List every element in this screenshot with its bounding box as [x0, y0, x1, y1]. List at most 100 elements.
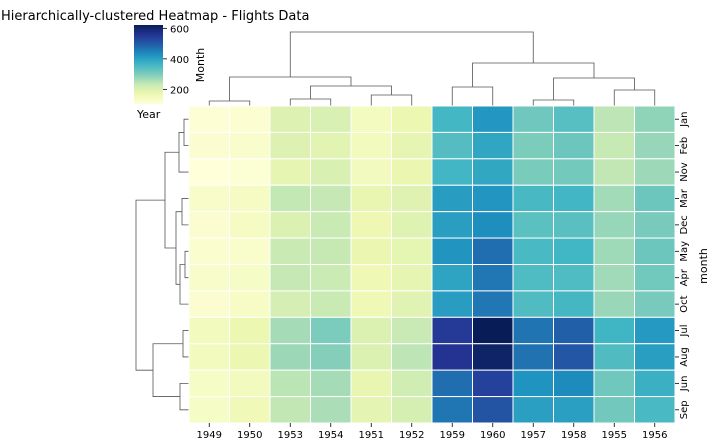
column-label-1950: 1950 [237, 430, 262, 441]
row-label-oct: Oct [679, 295, 690, 312]
row-dendrogram-link [179, 382, 189, 411]
column-label-1951: 1951 [359, 430, 384, 441]
heatmap-cell-jun-1953 [269, 369, 311, 398]
heatmap-cell-oct-1949 [188, 290, 230, 318]
heatmap-cell-jan-1958 [553, 105, 595, 133]
heatmap-cell-dec-1953 [269, 211, 311, 239]
row-label-mar: Mar [679, 188, 690, 208]
heatmap-cell-may-1950 [229, 237, 271, 265]
row-dendrogram-link [175, 211, 182, 285]
row-dendrogram-link [135, 199, 165, 371]
heatmap-cell-aug-1955 [593, 343, 635, 371]
heatmap-cell-sep-1957 [512, 396, 554, 424]
heatmap-cell-feb-1960 [472, 131, 514, 160]
heatmap-cell-jan-1954 [310, 105, 352, 133]
heatmap-cell-nov-1957 [512, 158, 554, 186]
heatmap-cell-aug-1957 [512, 343, 554, 371]
heatmap-cell-feb-1959 [431, 131, 473, 160]
heatmap-cell-sep-1953 [269, 396, 311, 424]
heatmap-cell-may-1955 [593, 237, 635, 265]
heatmap-cell-apr-1958 [553, 264, 595, 292]
heatmap-cell-jun-1951 [350, 369, 392, 398]
column-label-1949: 1949 [197, 430, 222, 441]
colorbar-label: Month [194, 48, 207, 83]
heatmap-cell-oct-1953 [269, 290, 311, 318]
heatmap-cell-sep-1960 [472, 396, 514, 424]
column-label-1955: 1955 [602, 430, 627, 441]
heatmap-cell-may-1958 [553, 237, 595, 265]
column-dendrogram-link [289, 31, 534, 77]
heatmap-cell-apr-1959 [431, 264, 473, 292]
heatmap-cell-aug-1953 [269, 343, 311, 371]
heatmap-cell-nov-1958 [553, 158, 595, 186]
heatmap-cell-mar-1952 [391, 184, 433, 213]
row-dendrogram [135, 118, 189, 411]
heatmap-cell-apr-1949 [188, 264, 230, 292]
heatmap-cell-feb-1955 [593, 131, 635, 160]
heatmap-cell-feb-1951 [350, 131, 392, 160]
heatmap-cell-oct-1954 [310, 290, 352, 318]
row-dendrogram-link [179, 264, 189, 305]
heatmap-cell-mar-1951 [350, 184, 392, 213]
column-label-1952: 1952 [399, 430, 424, 441]
heatmap-cell-apr-1955 [593, 264, 635, 292]
heatmap-cell-dec-1951 [350, 211, 392, 239]
heatmap-cell-dec-1950 [229, 211, 271, 239]
heatmap-cells [188, 105, 676, 424]
heatmap-cell-dec-1960 [472, 211, 514, 239]
heatmap-cell-jul-1958 [553, 316, 595, 345]
heatmap-cell-jul-1952 [391, 316, 433, 345]
column-dendrogram-link [229, 76, 352, 101]
row-label-sep: Sep [679, 400, 690, 419]
column-labels: 1949 1950 1953 1954 1951 1952 1959 1960 1957 1958… [197, 423, 667, 441]
heatmap-cell-jul-1951 [350, 316, 392, 345]
heatmap-cell-nov-1960 [472, 158, 514, 186]
heatmap-cell-jan-1952 [391, 105, 433, 133]
heatmap-cell-nov-1951 [350, 158, 392, 186]
heatmap-cell-jan-1956 [634, 105, 676, 133]
heatmap-cell-oct-1952 [391, 290, 433, 318]
heatmap-cell-aug-1954 [310, 343, 352, 371]
row-label-apr: Apr [679, 268, 690, 286]
heatmap-cell-oct-1957 [512, 290, 554, 318]
column-dendrogram-link [370, 94, 413, 106]
chart-title: Hierarchically-clustered Heatmap - Fligh… [1, 9, 309, 24]
row-dendrogram-link [181, 198, 189, 226]
heatmap-cell-jan-1957 [512, 105, 554, 133]
heatmap-cell-mar-1950 [229, 184, 271, 213]
heatmap-cell-dec-1958 [553, 211, 595, 239]
heatmap-cell-mar-1949 [188, 184, 230, 213]
heatmap-cell-mar-1958 [553, 184, 595, 213]
column-dendrogram-link [553, 77, 635, 100]
heatmap-cell-jan-1959 [431, 105, 473, 133]
heatmap-cell-dec-1955 [593, 211, 635, 239]
heatmap-cell-jul-1949 [188, 316, 230, 345]
row-label-jun: Jun [679, 376, 690, 393]
heatmap-cell-nov-1953 [269, 158, 311, 186]
heatmap-cell-jul-1957 [512, 316, 554, 345]
heatmap-cell-aug-1951 [350, 343, 392, 371]
column-label-1958: 1958 [561, 430, 586, 441]
column-dendrogram-link [472, 62, 595, 87]
row-dendrogram-link [184, 250, 189, 279]
heatmap-cell-jul-1959 [431, 316, 473, 345]
heatmap-cell-aug-1950 [229, 343, 271, 371]
heatmap-cell-feb-1957 [512, 131, 554, 160]
heatmap-cell-jul-1956 [634, 316, 676, 345]
heatmap-cell-nov-1950 [229, 158, 271, 186]
heatmap-cell-feb-1953 [269, 131, 311, 160]
heatmap-cell-feb-1954 [310, 131, 352, 160]
heatmap-cell-feb-1949 [188, 131, 230, 160]
row-label-aug: Aug [679, 347, 690, 367]
heatmap-cell-may-1951 [350, 237, 392, 265]
heatmap-cell-oct-1959 [431, 290, 473, 318]
column-label-1957: 1957 [521, 430, 546, 441]
heatmap-cell-nov-1956 [634, 158, 676, 186]
heatmap-cell-jan-1955 [593, 105, 635, 133]
heatmap-cell-jun-1954 [310, 369, 352, 398]
column-label-1953: 1953 [278, 430, 303, 441]
heatmap-cell-aug-1952 [391, 343, 433, 371]
row-dendrogram-link [182, 330, 189, 358]
row-dendrogram-link [152, 343, 183, 397]
